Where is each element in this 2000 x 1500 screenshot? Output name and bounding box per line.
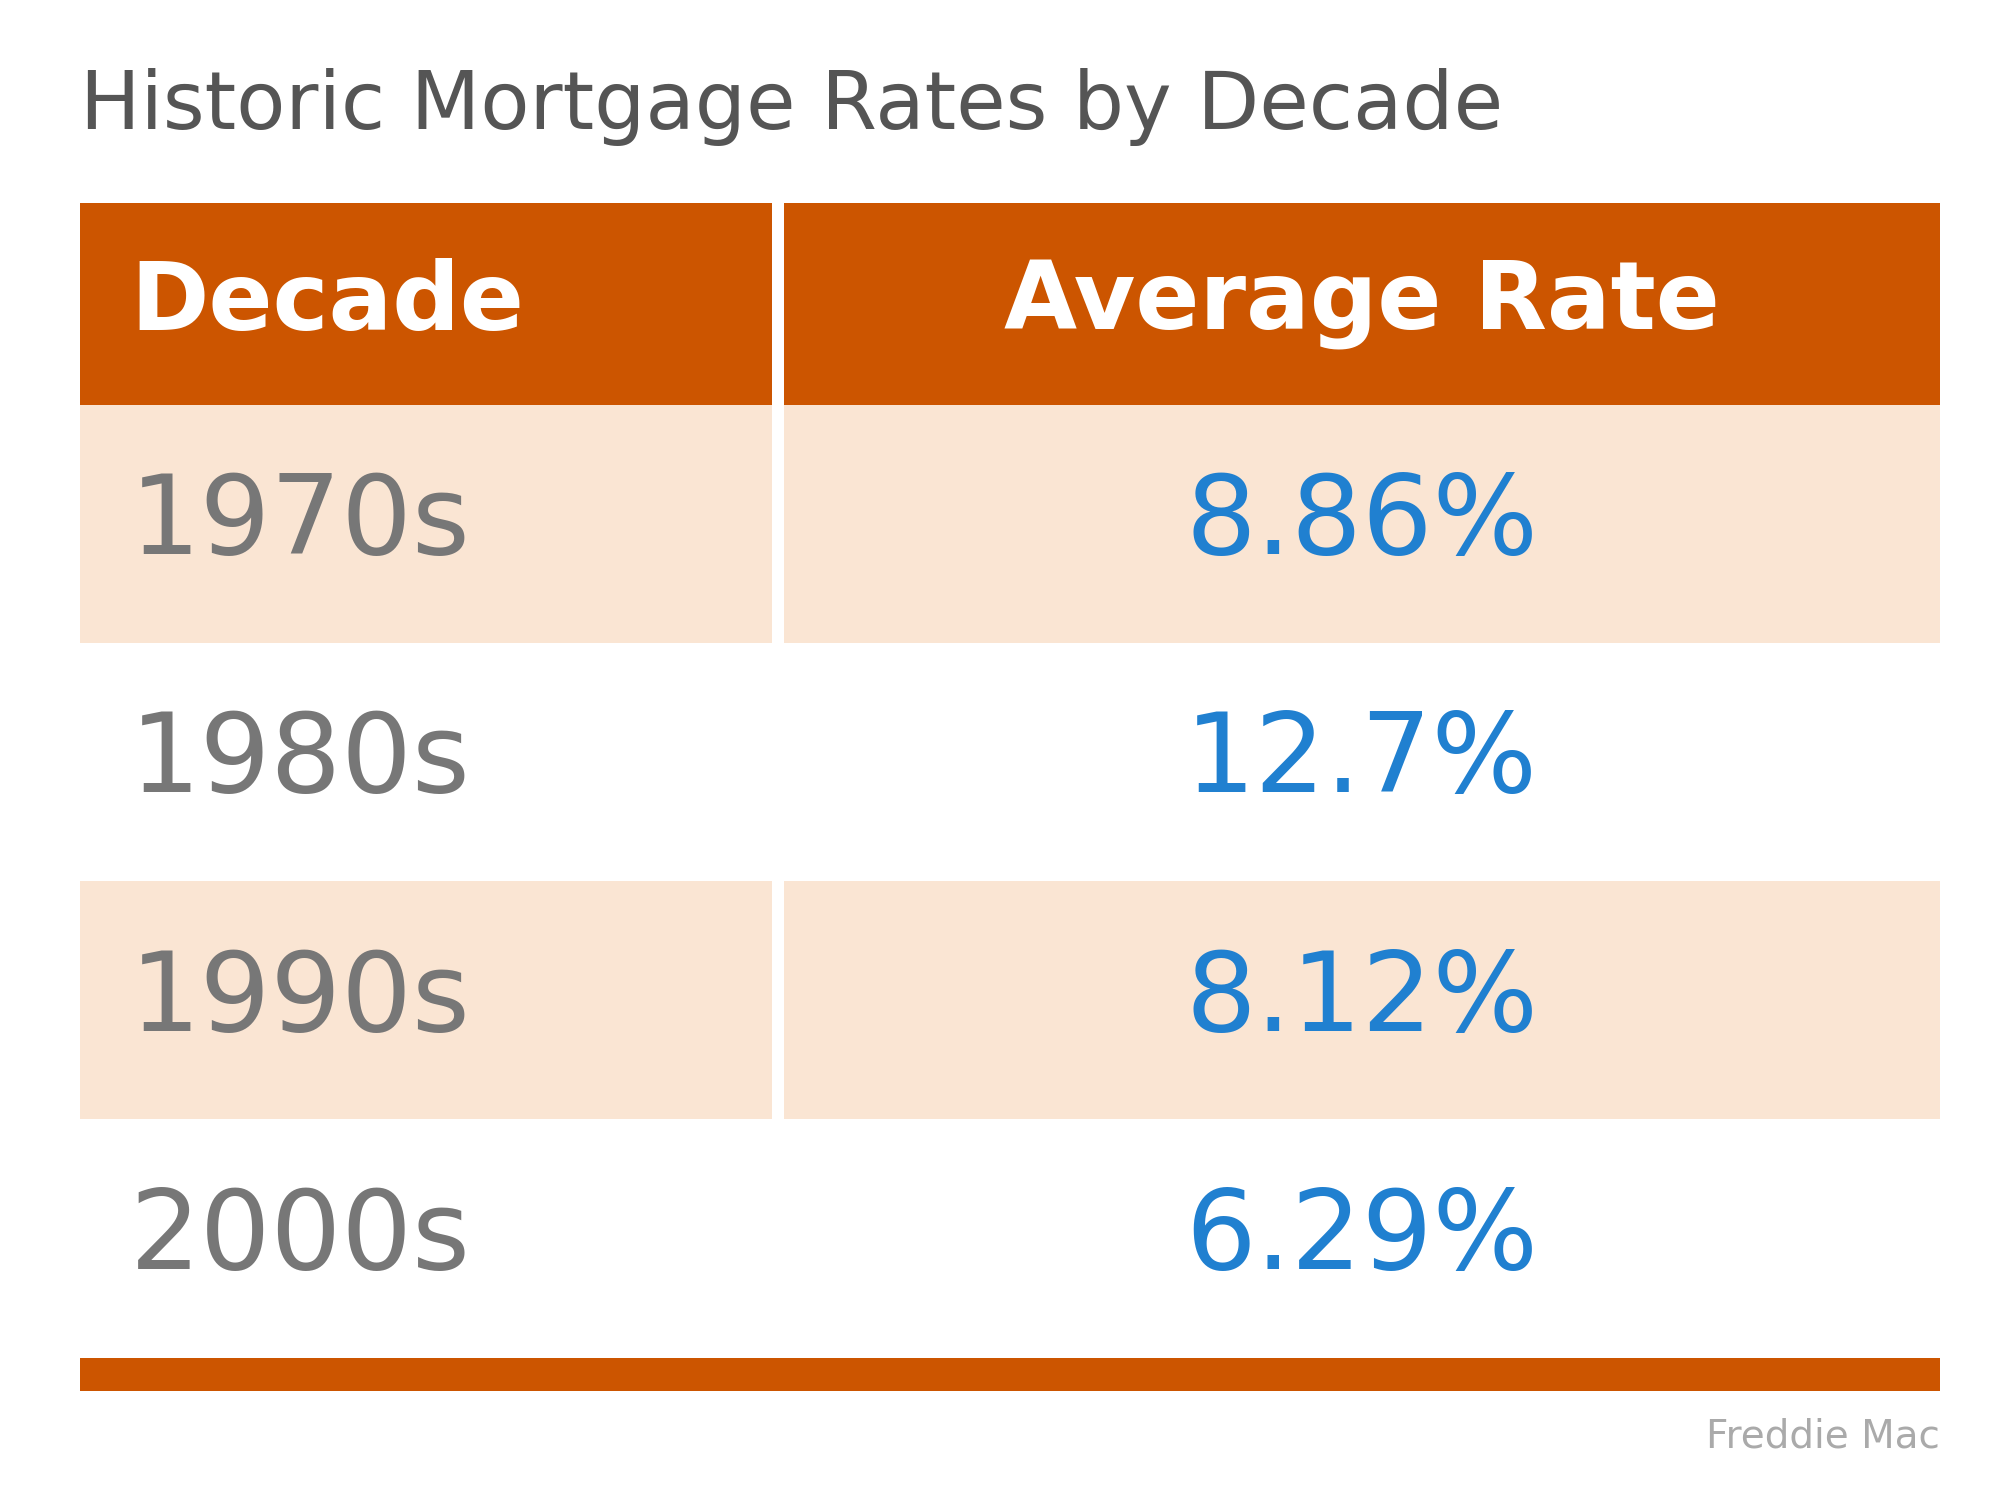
Text: Average Rate: Average Rate xyxy=(1004,258,1720,350)
Bar xyxy=(784,644,1940,880)
Text: Historic Mortgage Rates by Decade: Historic Mortgage Rates by Decade xyxy=(80,68,1504,146)
Text: 6.29%: 6.29% xyxy=(1186,1185,1538,1292)
Bar xyxy=(784,405,1940,644)
Text: Decade: Decade xyxy=(130,258,524,350)
Text: 8.86%: 8.86% xyxy=(1186,470,1538,578)
Text: 1990s: 1990s xyxy=(130,946,470,1053)
Text: 2000s: 2000s xyxy=(130,1185,470,1292)
Bar xyxy=(80,644,772,880)
Text: 1980s: 1980s xyxy=(130,708,470,816)
Text: 1970s: 1970s xyxy=(130,470,470,578)
Text: 12.7%: 12.7% xyxy=(1186,708,1538,816)
Bar xyxy=(80,202,772,405)
Bar xyxy=(80,1119,772,1358)
Bar xyxy=(80,405,772,644)
Bar xyxy=(784,1119,1940,1358)
Bar xyxy=(80,880,772,1119)
Text: Freddie Mac: Freddie Mac xyxy=(1706,1418,1940,1455)
Text: 8.12%: 8.12% xyxy=(1186,946,1538,1053)
Bar xyxy=(784,880,1940,1119)
Bar xyxy=(80,1358,1940,1390)
Bar xyxy=(784,202,1940,405)
